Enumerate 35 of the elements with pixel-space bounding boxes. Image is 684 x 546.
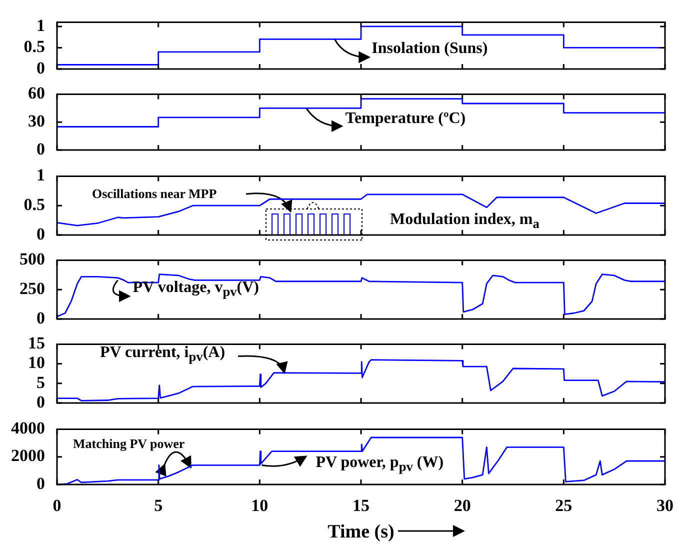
x-tick-label: 15 [352,496,370,516]
annotation: Modulation index, m$_{a}$ [390,211,540,232]
y-tick-label: 250 [20,278,45,298]
y-tick-label: 0 [36,139,45,158]
annotation: PV power, p$_{pv}$ (W) [316,454,444,474]
y-tick-label: 0 [36,392,45,412]
y-tick-label: 5 [36,372,45,392]
y-tick-label: 30 [28,111,45,130]
y-tick-label: 15 [28,334,45,353]
annotation: PV voltage, v$_{pv}$(V) [132,279,260,300]
x-tick-label: 5 [154,496,163,516]
x-tick-label: 30 [656,496,674,516]
y-tick-label: 0.5 [24,37,45,56]
x-tick-label: 0 [52,496,62,516]
y-tick-label: 0 [36,474,45,493]
annotation: Insolation (Suns) [372,40,488,58]
y-tick-label: 0 [36,224,45,244]
x-axis-title: Time (s) [328,522,394,543]
y-tick-label: 10 [28,353,45,372]
annotation: Matching PV power [73,436,185,451]
x-tick-label: 10 [251,496,268,516]
y-tick-label: 500 [20,250,45,269]
y-tick-label: 2000 [11,446,45,466]
y-tick-label: 0 [36,308,45,328]
y-tick-label: 4000 [11,418,45,438]
y-tick-label: 1 [36,16,45,35]
y-tick-label: 0 [36,58,45,78]
annotation: Oscillations near MPP [92,186,217,201]
y-tick-label: 60 [28,84,45,103]
x-tick-label: 25 [555,496,572,516]
y-tick-label: 1 [36,166,45,185]
annotation: PV current, i$_{pv}$(A) [100,344,226,364]
annotation: Temperature (ºC) [345,110,466,128]
y-tick-label: 0.5 [24,194,45,214]
x-tick-label: 20 [454,496,471,516]
